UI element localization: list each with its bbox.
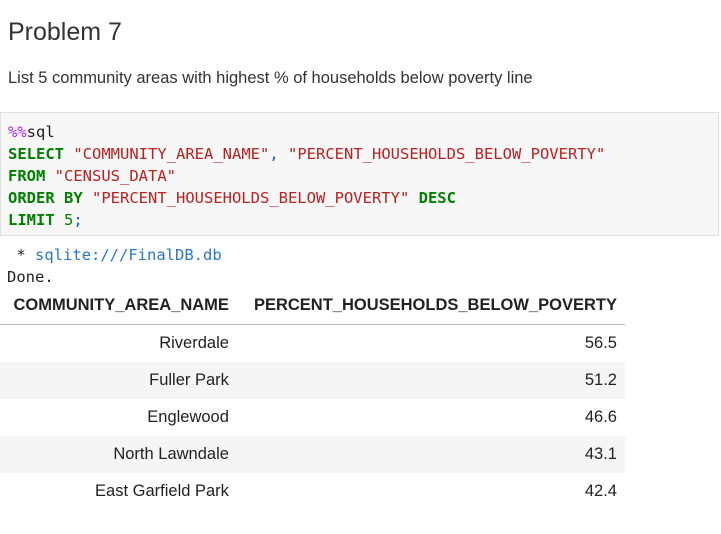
- number: 5: [64, 211, 74, 229]
- keyword: SELECT: [8, 145, 64, 163]
- description: List 5 community areas with highest % of…: [8, 69, 533, 87]
- table-cell: Riverdale: [159, 334, 229, 352]
- keyword: DESC: [418, 189, 456, 207]
- table-cell: North Lawndale: [113, 445, 229, 463]
- magic-name: sql: [26, 123, 55, 141]
- table-cell: 46.6: [584, 408, 617, 426]
- status: Done.: [7, 268, 54, 286]
- result-table: COMMUNITY_AREA_NAME PERCENT_HOUSEHOLDS_BE…: [0, 286, 625, 510]
- keyword: ORDER BY: [8, 189, 83, 207]
- table-cell: 51.2: [584, 371, 617, 389]
- string: "PERCENT_HOUSEHOLDS_BELOW_POVERTY": [288, 145, 606, 163]
- table-cell: 56.5: [584, 334, 617, 352]
- punctuation: ;: [73, 211, 83, 229]
- table-row: Riverdale 56.5: [0, 325, 625, 363]
- heading: Problem 7: [8, 18, 122, 46]
- magic: %%: [8, 123, 27, 141]
- table-cell: 43.1: [584, 445, 617, 463]
- connection: sqlite:///FinalDB.db: [35, 246, 222, 264]
- table-row: Englewood 46.6: [0, 399, 625, 436]
- table-cell: Fuller Park: [149, 371, 229, 389]
- punctuation: ,: [269, 145, 279, 163]
- column-header: PERCENT_HOUSEHOLDS_BELOW_POVERTY: [236, 286, 625, 325]
- cell-output: * sqlite:///FinalDB.db Done.: [7, 244, 222, 288]
- string: "CENSUS_DATA": [54, 167, 176, 185]
- marker: *: [16, 246, 26, 264]
- table-body: Riverdale 56.5 Fuller Park 51.2 Englewood 46.…: [0, 325, 625, 511]
- table-cell: 42.4: [584, 482, 617, 500]
- keyword: FROM: [8, 167, 46, 185]
- code-cell[interactable]: %%sql SELECT "COMMUNITY_AREA_NAME", "PER…: [0, 112, 719, 236]
- table-cell: East Garfield Park: [95, 482, 229, 500]
- header-row: COMMUNITY_AREA_NAME PERCENT_HOUSEHOLDS_BE…: [0, 286, 625, 325]
- table-row: East Garfield Park 42.4: [0, 473, 625, 510]
- table-row: Fuller Park 51.2: [0, 362, 625, 399]
- keyword: LIMIT: [8, 211, 55, 229]
- table-row: North Lawndale 43.1: [0, 436, 625, 473]
- string: "PERCENT_HOUSEHOLDS_BELOW_POVERTY": [92, 189, 410, 207]
- column-header: COMMUNITY_AREA_NAME: [0, 286, 237, 325]
- string: "COMMUNITY_AREA_NAME": [73, 145, 270, 163]
- table-cell: Englewood: [147, 408, 229, 426]
